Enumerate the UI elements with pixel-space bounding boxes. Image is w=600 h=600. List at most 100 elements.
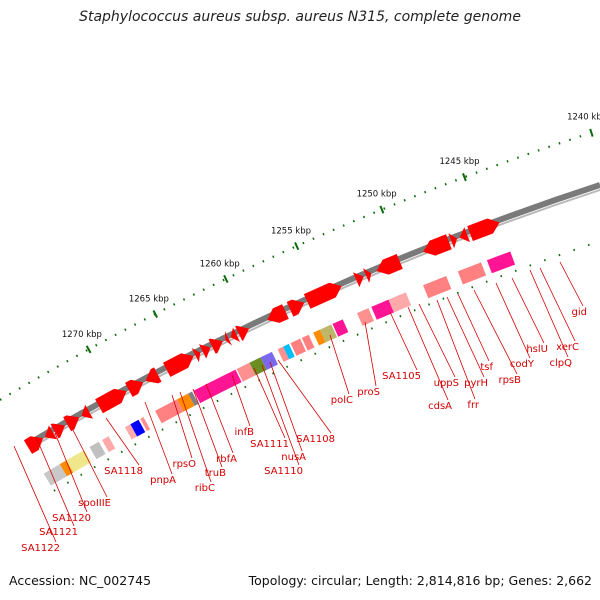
forward-gene-arrow bbox=[225, 331, 233, 346]
gene-leader-line bbox=[529, 269, 569, 358]
gene-label: truB bbox=[205, 468, 226, 479]
gene-leader-line bbox=[261, 364, 300, 466]
forward-gene-arrow bbox=[423, 234, 452, 256]
gene-leader-line bbox=[205, 383, 234, 454]
gene-feature-block bbox=[124, 424, 138, 440]
forward-gene-arrow bbox=[81, 404, 93, 419]
forward-gene-arrow bbox=[448, 233, 458, 249]
gene-feature-block bbox=[301, 334, 315, 351]
gene-leader-line bbox=[436, 299, 476, 400]
inner-scale-dots bbox=[53, 240, 600, 492]
forward-gene-arrow bbox=[163, 353, 194, 377]
gene-feature-block bbox=[283, 343, 295, 360]
genome-backbone bbox=[25, 182, 600, 448]
gene-leader-line bbox=[446, 296, 485, 378]
gene-feature-block bbox=[332, 319, 349, 337]
gene-leader-line bbox=[105, 417, 140, 466]
gene-leader-line bbox=[418, 303, 456, 378]
gene-leader-line bbox=[35, 436, 75, 527]
gene-feature-block bbox=[319, 324, 338, 343]
map-title: Staphylococcus aureus subsp. aureus N315… bbox=[79, 9, 521, 25]
forward-gene-arrow bbox=[303, 282, 342, 309]
gene-leader-line bbox=[54, 432, 88, 513]
forward-gene-arrow bbox=[44, 425, 57, 440]
gene-label: SA1110 bbox=[264, 466, 303, 477]
gene-label: rbfA bbox=[216, 454, 237, 465]
gene-feature-block bbox=[371, 299, 394, 320]
forward-gene-arrow bbox=[23, 436, 44, 454]
forward-gene-arrow bbox=[235, 325, 249, 341]
forward-gene-arrow bbox=[467, 218, 500, 241]
gene-label: rpsB bbox=[498, 375, 521, 386]
forward-gene-arrow bbox=[191, 348, 201, 363]
forward-gene-arrow bbox=[230, 327, 240, 342]
major-tick bbox=[379, 205, 385, 214]
gene-feature-block bbox=[423, 275, 452, 299]
gene-feature-block bbox=[290, 338, 307, 356]
gene-leader-line bbox=[144, 401, 173, 475]
gene-feature-block bbox=[193, 369, 242, 404]
gene-leader-line bbox=[539, 267, 576, 342]
gene-label: SA1108 bbox=[296, 434, 335, 445]
forward-gene-arrow bbox=[145, 367, 162, 384]
gene-feature-block bbox=[236, 362, 256, 382]
gene-label: pnpA bbox=[150, 475, 176, 486]
gene-leader-line bbox=[231, 374, 251, 427]
gene-feature-block bbox=[313, 329, 326, 346]
gene-feature-block bbox=[277, 346, 290, 362]
gene-leader-line bbox=[457, 293, 490, 362]
forward-gene-arrow bbox=[95, 388, 127, 414]
gene-label: spoIIIE bbox=[78, 498, 111, 509]
major-tick bbox=[152, 310, 158, 319]
forward-gene-arrow bbox=[286, 299, 305, 317]
gene-label: tsf bbox=[480, 362, 493, 373]
gene-label: SA1105 bbox=[382, 371, 421, 382]
genome-summary: Topology: circular; Length: 2,814,816 bp… bbox=[248, 573, 592, 588]
gene-feature-block bbox=[249, 357, 267, 376]
gene-feature-block bbox=[59, 460, 74, 477]
gene-label: frr bbox=[467, 400, 479, 411]
gene-label: SA1111 bbox=[250, 439, 289, 450]
gene-leader-line bbox=[269, 361, 303, 452]
major-tick bbox=[223, 274, 229, 283]
gene-label: polC bbox=[331, 395, 353, 406]
gene-feature-block bbox=[140, 417, 151, 432]
major-tick bbox=[294, 242, 300, 251]
kbp-label: 1265 kbp bbox=[129, 295, 169, 305]
gene-label: uppS bbox=[434, 378, 459, 389]
gene-feature-block bbox=[457, 262, 487, 285]
scale-dots bbox=[0, 134, 585, 401]
major-tick bbox=[589, 128, 594, 137]
gene-leader-line bbox=[277, 359, 332, 434]
gene-label: SA1122 bbox=[21, 543, 60, 554]
gene-feature-block bbox=[260, 351, 278, 370]
gene-label: ribC bbox=[195, 483, 215, 494]
gene-leader-line bbox=[253, 367, 286, 439]
gene-feature-block bbox=[356, 308, 374, 326]
gene-feature-block bbox=[188, 391, 199, 406]
gene-label: codY bbox=[510, 359, 535, 370]
gene-leader-line bbox=[71, 427, 108, 498]
gene-leader-line bbox=[407, 306, 449, 401]
gene-leader-line bbox=[171, 394, 193, 459]
gene-feature-block bbox=[66, 450, 92, 473]
major-tick bbox=[85, 345, 92, 354]
gene-leader-line bbox=[192, 388, 223, 468]
gene-feature-block bbox=[486, 251, 516, 274]
gene-feature-block bbox=[43, 464, 67, 486]
gene-label: pyrH bbox=[464, 378, 488, 389]
gene-label: rpsO bbox=[172, 459, 196, 470]
gene-feature-block bbox=[177, 393, 195, 412]
gene-label: cdsA bbox=[428, 401, 452, 412]
gene-label: proS bbox=[357, 387, 380, 398]
forward-gene-arrow bbox=[125, 379, 144, 397]
gene-leader-line bbox=[179, 391, 212, 483]
gene-leader-line bbox=[389, 311, 418, 371]
forward-gene-arrow bbox=[459, 227, 470, 243]
genome-backbone-shadow bbox=[28, 188, 600, 450]
kbp-label: 1255 kbp bbox=[271, 226, 311, 236]
kbp-label: 1245 kbp bbox=[439, 157, 479, 167]
kbp-label: 1270 kbp bbox=[62, 330, 102, 340]
accession-label: Accession: NC_002745 bbox=[9, 573, 152, 588]
